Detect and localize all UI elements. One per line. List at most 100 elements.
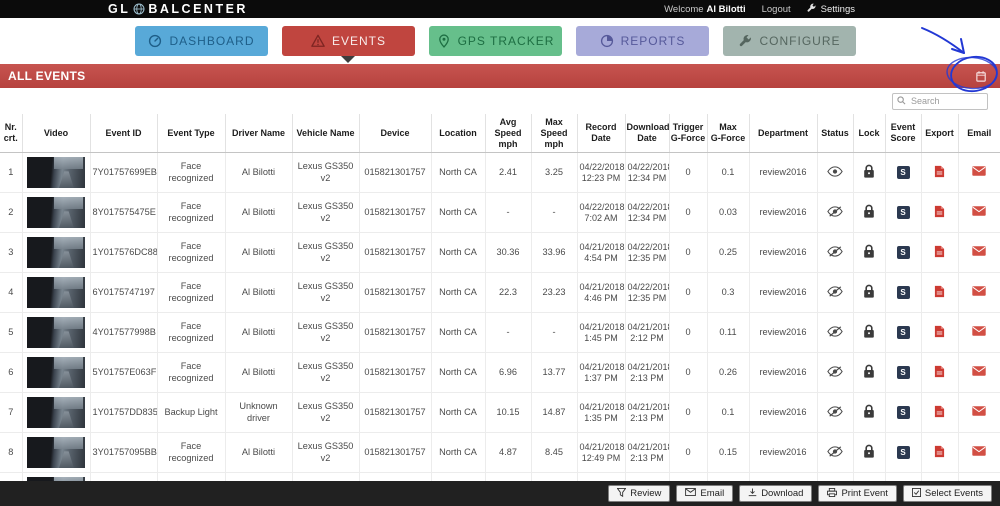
video-thumbnail[interactable] <box>27 237 85 269</box>
download-date-cell: 04/22/2018 12:34 PM <box>625 152 670 194</box>
lock-icon[interactable] <box>863 164 875 179</box>
email-icon[interactable] <box>972 286 986 296</box>
lock-icon[interactable] <box>863 244 875 259</box>
status-hidden-eye-icon[interactable] <box>827 205 843 217</box>
table-row[interactable]: 2 8Y017575475E Face recognized Al Bilott… <box>0 192 1000 234</box>
video-thumbnail[interactable] <box>27 397 85 429</box>
select-events-button[interactable]: Select Events <box>902 485 992 502</box>
pdf-export-icon[interactable] <box>934 245 945 258</box>
vehicle-name-cell: Lexus GS350 v2 <box>292 152 360 194</box>
event-score-icon[interactable]: S <box>896 366 910 380</box>
video-thumbnail[interactable] <box>27 157 85 189</box>
event-score-icon[interactable]: S <box>896 406 910 420</box>
event-score-icon[interactable]: S <box>896 166 910 180</box>
table-row[interactable]: 3 1Y017576DC88 Face recognized Al Bilott… <box>0 232 1000 274</box>
score-cell: S <box>885 272 922 314</box>
max-speed-cell: 33.96 <box>531 232 578 274</box>
column-header-score: Event Score <box>885 114 922 154</box>
status-hidden-eye-icon[interactable] <box>827 405 843 417</box>
device-cell: 015821301757 <box>359 312 432 354</box>
search-box[interactable] <box>892 92 988 110</box>
export-page-icon[interactable] <box>975 70 988 83</box>
dashboard-gauge-icon <box>148 34 162 48</box>
status-hidden-eye-icon[interactable] <box>827 365 843 377</box>
email-icon[interactable] <box>972 246 986 256</box>
department-cell: review2016 <box>749 432 818 474</box>
pdf-export-icon[interactable] <box>934 165 945 178</box>
email-icon[interactable] <box>972 166 986 176</box>
event-score-icon[interactable]: S <box>896 326 910 340</box>
lock-icon[interactable] <box>863 404 875 419</box>
device-cell: 015821301757 <box>359 192 432 234</box>
tab-dashboard[interactable]: DASHBOARD <box>135 26 268 56</box>
column-header-export: Export <box>921 114 959 154</box>
column-header-download_date: Download Date <box>625 114 670 154</box>
user-name: Al Bilotti <box>706 3 746 15</box>
email-button[interactable]: Email <box>676 485 734 502</box>
email-icon[interactable] <box>972 326 986 336</box>
status-cell <box>817 352 854 394</box>
table-row[interactable]: 8 3Y01757095BB Face recognized Al Bilott… <box>0 432 1000 474</box>
review-button[interactable]: Review <box>608 485 671 502</box>
status-visible-eye-icon[interactable] <box>827 165 843 177</box>
status-hidden-eye-icon[interactable] <box>827 245 843 257</box>
status-hidden-eye-icon[interactable] <box>827 325 843 337</box>
event-score-icon[interactable]: S <box>896 206 910 220</box>
lock-icon[interactable] <box>863 204 875 219</box>
logout-link[interactable]: Logout <box>761 3 791 15</box>
department-cell: review2016 <box>749 152 818 194</box>
tab-gps-tracker[interactable]: GPS TRACKER <box>429 26 562 56</box>
video-thumbnail[interactable] <box>27 437 85 469</box>
pdf-export-icon[interactable] <box>934 405 945 418</box>
table-row[interactable]: 1 7Y01757699EB Face recognized Al Bilott… <box>0 152 1000 194</box>
export-cell <box>921 352 959 394</box>
email-icon[interactable] <box>972 206 986 216</box>
print-event-button[interactable]: Print Event <box>818 485 897 502</box>
search-input[interactable] <box>909 95 983 107</box>
globe-icon <box>133 3 145 15</box>
column-header-location: Location <box>431 114 486 154</box>
pdf-export-icon[interactable] <box>934 285 945 298</box>
video-thumbnail[interactable] <box>27 197 85 229</box>
lock-icon[interactable] <box>863 444 875 459</box>
lock-icon[interactable] <box>863 364 875 379</box>
driver-name-cell: Al Bilotti <box>225 152 293 194</box>
settings-button[interactable]: Settings <box>807 3 855 16</box>
max-speed-cell: - <box>531 312 578 354</box>
row-number-cell: 3 <box>0 232 23 274</box>
tab-configure[interactable]: CONFIGURE <box>723 26 856 56</box>
tab-events[interactable]: EVENTS <box>282 26 415 56</box>
email-icon[interactable] <box>972 406 986 416</box>
wrench-icon <box>807 3 817 16</box>
trigger-gforce-cell: 0 <box>669 152 708 194</box>
status-cell <box>817 392 854 434</box>
export-cell <box>921 152 959 194</box>
table-row[interactable]: 4 6Y0175747197 Face recognized Al Bilott… <box>0 272 1000 314</box>
pdf-export-icon[interactable] <box>934 365 945 378</box>
email-icon[interactable] <box>972 446 986 456</box>
status-cell <box>817 192 854 234</box>
status-hidden-eye-icon[interactable] <box>827 445 843 457</box>
email-icon[interactable] <box>972 366 986 376</box>
event-score-icon[interactable]: S <box>896 446 910 460</box>
table-row[interactable]: 6 5Y01757E063F Face recognized Al Bilott… <box>0 352 1000 394</box>
video-thumbnail[interactable] <box>27 357 85 389</box>
pdf-export-icon[interactable] <box>934 445 945 458</box>
lock-icon[interactable] <box>863 324 875 339</box>
tab-reports[interactable]: REPORTS <box>576 26 709 56</box>
event-score-icon[interactable]: S <box>896 246 910 260</box>
column-header-record_date: Record Date <box>577 114 626 154</box>
pdf-export-icon[interactable] <box>934 325 945 338</box>
driver-name-cell: Al Bilotti <box>225 272 293 314</box>
status-hidden-eye-icon[interactable] <box>827 285 843 297</box>
driver-name-cell: Al Bilotti <box>225 432 293 474</box>
trigger-gforce-cell: 0 <box>669 192 708 234</box>
table-row[interactable]: 7 1Y01757DD835 Backup Light Unknown driv… <box>0 392 1000 434</box>
pdf-export-icon[interactable] <box>934 205 945 218</box>
video-thumbnail[interactable] <box>27 277 85 309</box>
table-row[interactable]: 5 4Y017577998B Face recognized Al Bilott… <box>0 312 1000 354</box>
download-button[interactable]: Download <box>739 485 813 502</box>
video-thumbnail[interactable] <box>27 317 85 349</box>
event-score-icon[interactable]: S <box>896 286 910 300</box>
lock-icon[interactable] <box>863 284 875 299</box>
